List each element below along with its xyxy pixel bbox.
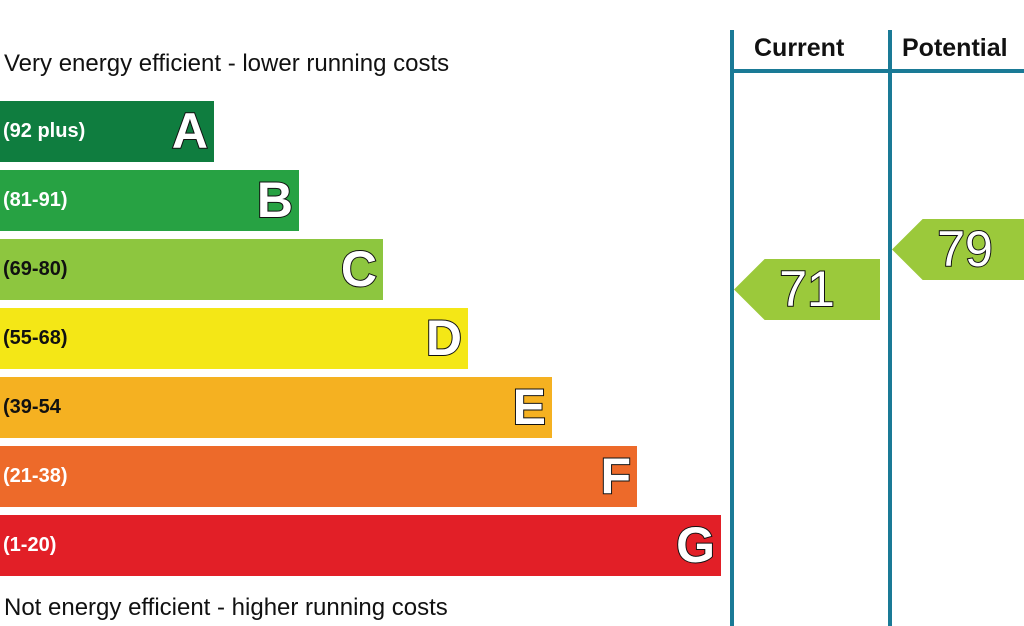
band-c-range: (69-80) — [3, 258, 68, 280]
band-a-range: (92 plus) — [3, 120, 86, 142]
potential-column-divider — [888, 30, 892, 626]
current-column-header: Current — [754, 34, 845, 62]
band-g: (1-20) G — [0, 515, 721, 576]
band-e: (39-54 E — [0, 377, 552, 438]
band-b-letter: B — [256, 171, 294, 229]
band-c: (69-80) C — [0, 239, 383, 300]
band-c-letter: C — [340, 240, 378, 298]
band-d-range: (55-68) — [3, 327, 68, 349]
band-b: (81-91) B — [0, 170, 299, 231]
potential-rating-arrow: 79 — [892, 219, 1024, 280]
current-rating-arrow: 71 — [734, 259, 880, 320]
band-g-letter: G — [675, 516, 716, 574]
inefficient-caption: Not energy efficient - higher running co… — [4, 594, 448, 621]
potential-rating-value: 79 — [936, 220, 994, 278]
current-column-divider — [730, 30, 734, 626]
current-rating-value: 71 — [778, 260, 836, 318]
band-a: (92 plus) A — [0, 101, 214, 162]
band-d-letter: D — [425, 309, 463, 367]
band-b-range: (81-91) — [3, 189, 68, 211]
band-d: (55-68) D — [0, 308, 468, 369]
potential-column-header: Potential — [902, 34, 1008, 62]
band-e-range: (39-54 — [3, 396, 61, 418]
header-divider — [730, 69, 1024, 73]
band-f: (21-38) F — [0, 446, 637, 507]
band-f-range: (21-38) — [3, 465, 68, 487]
band-g-range: (1-20) — [3, 534, 57, 556]
efficient-caption: Very energy efficient - lower running co… — [4, 50, 450, 77]
band-a-letter: A — [171, 102, 209, 160]
band-f-letter: F — [599, 447, 632, 505]
band-e-letter: E — [512, 378, 547, 436]
